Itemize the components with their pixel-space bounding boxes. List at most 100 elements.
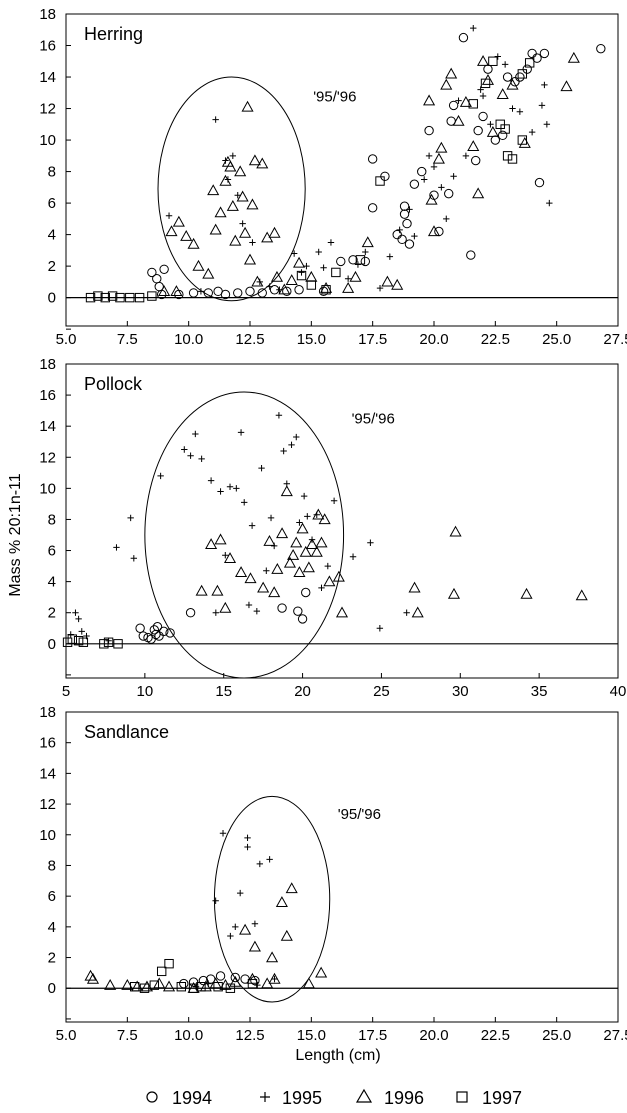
marker-triangle (349, 270, 362, 282)
marker-triangle (241, 100, 254, 112)
marker-plus (304, 513, 311, 520)
y-tick-label: 6 (48, 195, 56, 212)
marker-square (93, 291, 103, 301)
marker-plus (315, 248, 322, 256)
marker-triangle (239, 923, 252, 935)
legend-item-1995: 1995 (260, 1088, 322, 1108)
marker-plus (470, 24, 477, 32)
marker-plus (438, 184, 445, 191)
marker-plus (229, 152, 237, 160)
marker-triangle (248, 154, 261, 166)
y-tick-label: 16 (39, 387, 56, 404)
marker-plus (181, 446, 188, 453)
marker-square (147, 291, 157, 301)
legend-marker-triangle (355, 1088, 373, 1103)
marker-plus (207, 477, 215, 484)
y-tick-label: 10 (39, 480, 56, 497)
marker-circle (532, 53, 542, 63)
marker-triangle (86, 972, 100, 984)
marker-plus (113, 544, 120, 551)
marker-triangle (140, 980, 154, 992)
panel-title: Pollock (84, 374, 143, 394)
marker-triangle (205, 538, 218, 549)
marker-square (156, 966, 167, 977)
marker-circle (147, 267, 157, 278)
marker-triangle (435, 141, 448, 153)
marker-circle (154, 631, 164, 641)
marker-circle (515, 72, 525, 82)
marker-plus (75, 615, 82, 623)
series-1996 (84, 882, 328, 993)
x-tick-label: 20 (294, 683, 311, 700)
ellipse-annotation: '95/'96 (352, 410, 395, 427)
ellipse-annotation: '95/'96 (313, 89, 356, 106)
marker-circle (360, 256, 371, 267)
marker-plus (227, 932, 234, 940)
marker-circle (149, 625, 160, 635)
marker-circle (502, 72, 513, 82)
marker-circle (448, 100, 459, 111)
marker-triangle (209, 223, 222, 235)
y-tick-label: 12 (39, 101, 56, 118)
marker-circle (483, 64, 493, 74)
marker-triangle (332, 570, 345, 582)
x-tick-label: 30 (452, 683, 469, 700)
marker-triangle (447, 587, 461, 599)
marker-circle (230, 972, 240, 983)
cluster-ellipse (213, 795, 331, 1003)
marker-square (321, 285, 331, 295)
marker-plus (538, 102, 546, 109)
marker-circle (466, 250, 476, 260)
marker-triangle (520, 587, 533, 599)
marker-plus (249, 239, 256, 246)
y-tick-label: 6 (48, 543, 56, 560)
marker-plus (266, 856, 273, 863)
y-tick-label: 0 (48, 636, 56, 653)
y-tick-label: 14 (39, 765, 56, 782)
marker-plus (396, 226, 403, 234)
marker-plus (263, 567, 270, 574)
marker-plus (267, 514, 275, 522)
marker-circle (233, 288, 243, 298)
marker-triangle (187, 237, 200, 249)
marker-plus (275, 412, 283, 419)
marker-circle (380, 171, 390, 182)
marker-triangle (575, 589, 588, 601)
marker-triangle (268, 972, 281, 984)
marker-triangle (335, 606, 349, 618)
marker-circle (404, 239, 415, 249)
series-1994 (147, 32, 606, 300)
marker-plus (241, 499, 248, 506)
marker-triangle (315, 966, 328, 978)
marker-square (115, 292, 125, 303)
marker-plus (72, 609, 79, 616)
marker-triangle (251, 275, 264, 287)
marker-square (488, 56, 498, 66)
marker-circle (179, 978, 189, 989)
marker-triangle (239, 226, 252, 238)
marker-triangle (221, 155, 234, 167)
marker-plus (541, 81, 548, 89)
marker-triangle (121, 978, 134, 990)
marker-triangle (248, 940, 261, 952)
marker-square (99, 639, 109, 649)
marker-circle (527, 48, 537, 59)
marker-triangle (560, 80, 573, 92)
marker-circle (277, 603, 287, 613)
marker-triangle (207, 184, 220, 196)
legend-label-1994: 1994 (172, 1088, 212, 1108)
marker-square (480, 78, 491, 89)
marker-triangle (229, 975, 242, 987)
marker-triangle (276, 527, 289, 539)
marker-triangle (209, 977, 222, 989)
marker-triangle (214, 533, 227, 545)
marker-plus (237, 429, 245, 436)
marker-circle (257, 288, 267, 298)
y-tick-label: 16 (39, 38, 56, 55)
marker-circle (522, 64, 532, 74)
marker-square (103, 637, 114, 647)
y-tick-label: 14 (39, 69, 56, 86)
panel-sandlance: 5.0 7.5 10.0 12.5 15.0 17.5 20.0 22.5 25.0 27.5 0 2… (39, 704, 627, 1044)
legend-item-1994: 1994 (146, 1088, 212, 1108)
y-tick-label: 18 (39, 6, 56, 23)
